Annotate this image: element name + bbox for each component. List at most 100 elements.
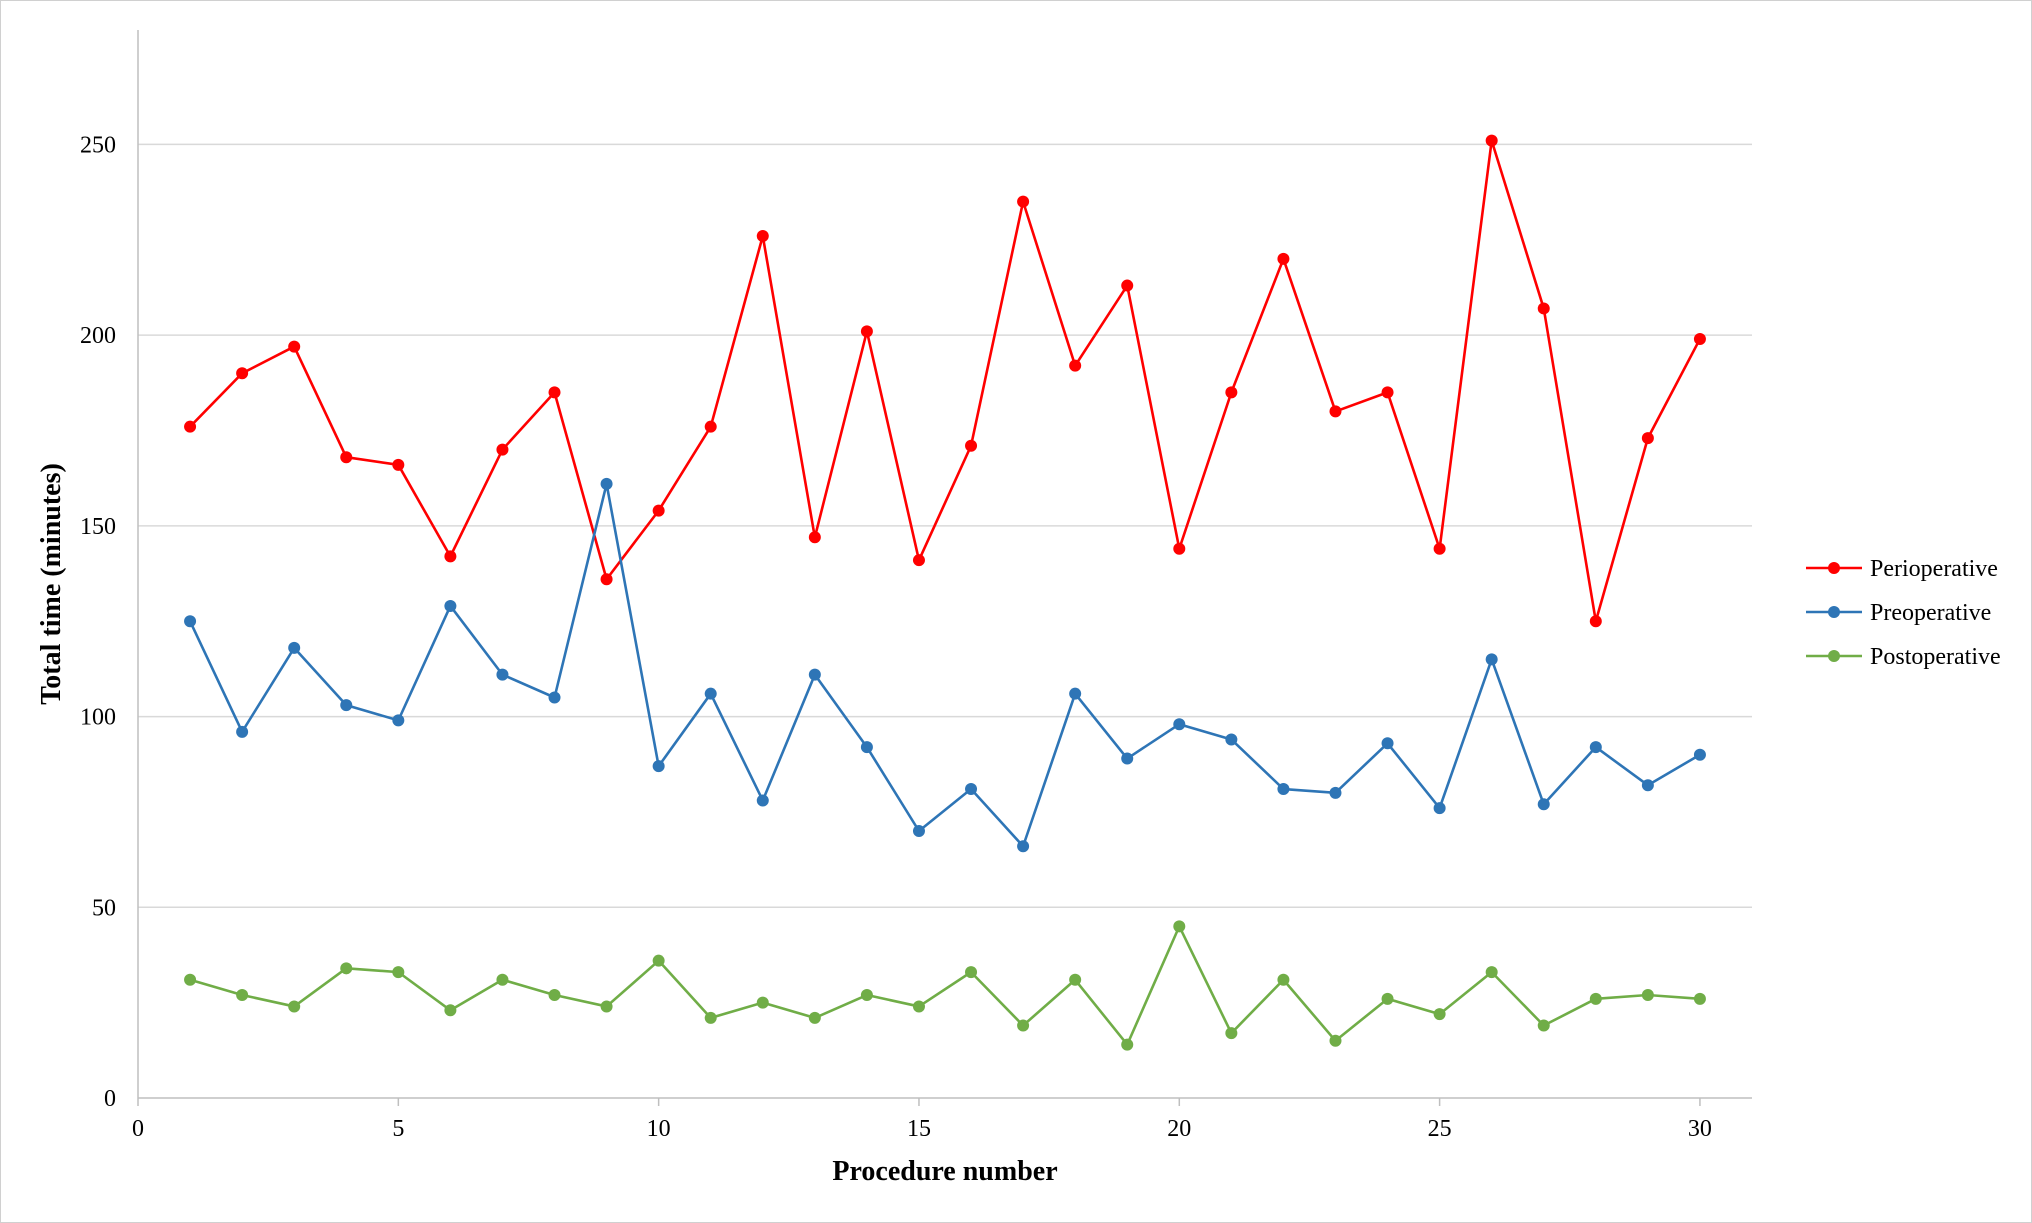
- point-postoperative-18: [1069, 973, 1082, 986]
- point-postoperative-8: [548, 989, 561, 1002]
- point-postoperative-30: [1693, 992, 1706, 1005]
- series-perioperative: [184, 134, 1706, 628]
- series-line-perioperative: [189, 139, 1702, 623]
- point-postoperative-24: [1381, 992, 1394, 1005]
- point-postoperative-5: [392, 966, 405, 979]
- point-preoperative-1: [184, 615, 197, 628]
- point-postoperative-14: [860, 989, 873, 1002]
- y-tick-labels: 0 50 100 150 200 250: [80, 132, 116, 1112]
- point-preoperative-6: [444, 599, 457, 612]
- point-postoperative-4: [340, 962, 353, 975]
- legend-item-postoperative: Postoperative: [1806, 644, 2001, 670]
- point-preoperative-21: [1225, 733, 1238, 746]
- y-axis-title: Total time (minutes): [36, 463, 67, 705]
- point-postoperative-16: [965, 966, 978, 979]
- y-tick-250: 250: [80, 132, 116, 158]
- y-tick-50: 50: [92, 895, 116, 921]
- point-postoperative-11: [704, 1011, 717, 1024]
- x-tick-labels: 0 5 10 15 20 25 30: [132, 1116, 1712, 1142]
- point-postoperative-10: [652, 954, 665, 967]
- point-perioperative-5: [392, 458, 405, 471]
- x-axis-title: Procedure number: [832, 1156, 1057, 1187]
- point-postoperative-13: [808, 1011, 821, 1024]
- point-preoperative-2: [236, 725, 249, 738]
- point-preoperative-28: [1589, 741, 1602, 754]
- point-postoperative-22: [1277, 973, 1290, 986]
- legend-label-preoperative: Preoperative: [1870, 600, 1991, 626]
- point-preoperative-12: [756, 794, 769, 807]
- point-postoperative-1: [184, 973, 197, 986]
- y-tick-200: 200: [80, 323, 116, 349]
- point-preoperative-10: [652, 760, 665, 773]
- point-postoperative-2: [236, 989, 249, 1002]
- y-tick-150: 150: [80, 514, 116, 540]
- point-postoperative-6: [444, 1004, 457, 1017]
- point-preoperative-23: [1329, 786, 1342, 799]
- series-line-preoperative: [188, 482, 1701, 848]
- point-perioperative-9: [600, 573, 613, 586]
- legend-item-perioperative: Perioperative: [1806, 556, 1998, 582]
- point-postoperative-12: [756, 996, 769, 1009]
- legend-swatch-marker-preoperative: [1828, 606, 1840, 618]
- legend-label-perioperative: Perioperative: [1870, 556, 1998, 582]
- x-tick-20: 20: [1167, 1116, 1191, 1142]
- series-preoperative: [184, 477, 1706, 853]
- gridlines: [138, 143, 1752, 909]
- point-perioperative-7: [496, 443, 509, 456]
- point-preoperative-9: [600, 477, 613, 490]
- point-preoperative-25: [1433, 802, 1446, 815]
- point-preoperative-20: [1173, 718, 1186, 731]
- point-perioperative-14: [860, 325, 873, 338]
- point-preoperative-17: [1017, 840, 1030, 853]
- point-perioperative-26: [1485, 134, 1498, 147]
- point-postoperative-26: [1485, 966, 1498, 979]
- point-preoperative-22: [1277, 783, 1290, 796]
- point-preoperative-16: [965, 783, 978, 796]
- point-perioperative-6: [444, 550, 457, 563]
- point-perioperative-18: [1069, 359, 1082, 372]
- point-perioperative-22: [1277, 252, 1290, 265]
- point-postoperative-3: [288, 1000, 301, 1013]
- point-perioperative-30: [1693, 332, 1706, 345]
- point-perioperative-19: [1121, 279, 1134, 292]
- point-perioperative-10: [652, 504, 665, 517]
- point-perioperative-29: [1641, 432, 1654, 445]
- point-perioperative-20: [1173, 542, 1186, 555]
- point-postoperative-7: [496, 973, 509, 986]
- y-tick-0: 0: [104, 1086, 116, 1112]
- point-perioperative-23: [1329, 405, 1342, 418]
- point-postoperative-19: [1121, 1038, 1134, 1051]
- point-postoperative-23: [1329, 1034, 1342, 1047]
- series-layer: [184, 134, 1706, 1051]
- point-preoperative-14: [860, 741, 873, 754]
- point-preoperative-11: [704, 687, 717, 700]
- x-tick-25: 25: [1428, 1116, 1452, 1142]
- series-postoperative: [184, 920, 1706, 1051]
- point-postoperative-25: [1433, 1008, 1446, 1021]
- point-postoperative-9: [600, 1000, 613, 1013]
- point-perioperative-12: [756, 229, 769, 242]
- point-postoperative-17: [1017, 1019, 1030, 1032]
- point-preoperative-4: [340, 699, 353, 712]
- x-tick-5: 5: [392, 1116, 404, 1142]
- point-perioperative-17: [1017, 195, 1030, 208]
- x-tick-0: 0: [132, 1116, 144, 1142]
- point-preoperative-18: [1069, 687, 1082, 700]
- point-perioperative-28: [1589, 615, 1602, 628]
- point-preoperative-13: [808, 668, 821, 681]
- legend-item-preoperative: Preoperative: [1806, 600, 1991, 626]
- point-perioperative-11: [704, 420, 717, 433]
- point-perioperative-27: [1537, 302, 1550, 315]
- point-perioperative-15: [912, 554, 925, 567]
- x-tick-10: 10: [647, 1116, 671, 1142]
- point-postoperative-27: [1537, 1019, 1550, 1032]
- x-tick-30: 30: [1688, 1116, 1712, 1142]
- legend-swatch-marker-perioperative: [1828, 562, 1840, 574]
- point-postoperative-28: [1589, 992, 1602, 1005]
- point-preoperative-8: [548, 691, 561, 704]
- point-postoperative-29: [1641, 989, 1654, 1002]
- legend-label-postoperative: Postoperative: [1870, 644, 2001, 670]
- point-perioperative-1: [184, 420, 197, 433]
- point-perioperative-13: [808, 531, 821, 544]
